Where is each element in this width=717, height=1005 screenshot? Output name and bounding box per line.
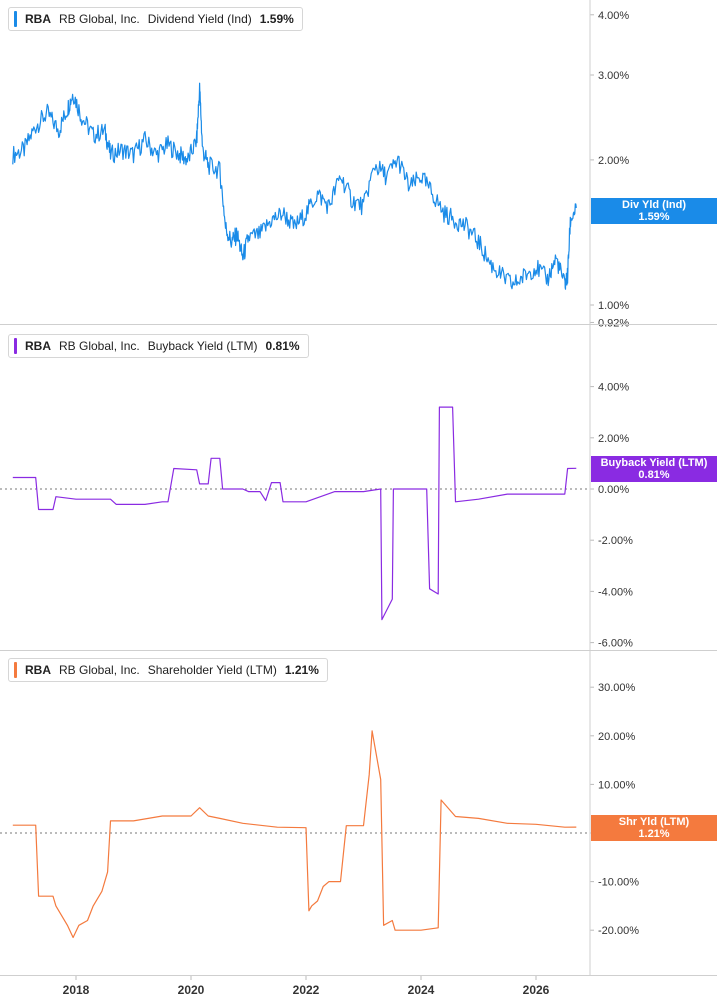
value-tag-shareholder-yield: Shr Yld (LTM) 1.21% bbox=[591, 815, 717, 841]
legend-ticker: RBA bbox=[25, 339, 51, 353]
legend-color-swatch bbox=[14, 11, 17, 27]
legend-dividend-yield[interactable]: RBA RB Global, Inc. Dividend Yield (Ind)… bbox=[8, 7, 303, 31]
y-tick-label: 2.00% bbox=[598, 433, 629, 445]
tag-label: Div Yld (Ind) bbox=[622, 199, 686, 211]
y-tick-label: -4.00% bbox=[598, 586, 633, 598]
y-tick-label: 30.00% bbox=[598, 682, 636, 694]
y-tick-label: -6.00% bbox=[598, 638, 633, 650]
x-tick-label: 2018 bbox=[63, 983, 90, 997]
legend-company: RB Global, Inc. bbox=[59, 663, 140, 677]
series-line bbox=[12, 82, 577, 290]
legend-value: 0.81% bbox=[265, 339, 300, 353]
tag-label: Buyback Yield (LTM) bbox=[600, 457, 708, 469]
legend-value: 1.21% bbox=[284, 663, 319, 677]
x-tick-label: 2022 bbox=[293, 983, 320, 997]
y-tick-label: -10.00% bbox=[598, 877, 639, 889]
y-tick-label: 4.00% bbox=[598, 10, 629, 22]
legend-ticker: RBA bbox=[25, 663, 51, 677]
tag-value: 0.81% bbox=[638, 469, 670, 481]
legend-metric: Shareholder Yield (LTM) bbox=[147, 663, 277, 677]
legend-metric: Dividend Yield (Ind) bbox=[147, 12, 252, 26]
legend-company: RB Global, Inc. bbox=[59, 339, 140, 353]
legend-ticker: RBA bbox=[25, 12, 51, 26]
legend-color-swatch bbox=[14, 338, 17, 354]
y-tick-label: 0.00% bbox=[598, 484, 629, 496]
x-tick-label: 2020 bbox=[178, 983, 205, 997]
buyback-yield-panel: 4.00% 2.00% 0.00% -2.00% -4.00% -6.00% bbox=[0, 382, 633, 650]
tag-value: 1.21% bbox=[638, 828, 670, 840]
y-tick-label: 0.92% bbox=[598, 317, 629, 329]
y-tick-label: 20.00% bbox=[598, 731, 636, 743]
y-tick-label: 1.00% bbox=[598, 300, 629, 312]
y-tick-label: -2.00% bbox=[598, 535, 633, 547]
legend-buyback-yield[interactable]: RBA RB Global, Inc. Buyback Yield (LTM) … bbox=[8, 334, 309, 358]
x-axis: 2018 2020 2022 2024 2026 bbox=[63, 975, 550, 997]
legend-shareholder-yield[interactable]: RBA RB Global, Inc. Shareholder Yield (L… bbox=[8, 658, 328, 682]
y-tick-label: -20.00% bbox=[598, 925, 639, 937]
series-line bbox=[12, 406, 577, 621]
value-tag-buyback-yield: Buyback Yield (LTM) 0.81% bbox=[591, 456, 717, 482]
value-tag-dividend-yield: Div Yld (Ind) 1.59% bbox=[591, 198, 717, 224]
series-line bbox=[12, 730, 577, 939]
legend-company: RB Global, Inc. bbox=[59, 12, 140, 26]
tag-label: Shr Yld (LTM) bbox=[618, 816, 690, 828]
legend-color-swatch bbox=[14, 662, 17, 678]
shareholder-yield-panel: 30.00%20.00%10.00%0.00%-10.00%-20.00% bbox=[0, 682, 639, 939]
x-tick-label: 2026 bbox=[523, 983, 550, 997]
y-tick-label: 10.00% bbox=[598, 779, 636, 791]
dividend-yield-panel: 4.00% 3.00% 2.00% 1.00% 0.92% bbox=[12, 10, 629, 329]
x-tick-label: 2024 bbox=[408, 983, 435, 997]
legend-metric: Buyback Yield (LTM) bbox=[147, 339, 258, 353]
y-tick-label: 4.00% bbox=[598, 382, 629, 394]
y-tick-label: 2.00% bbox=[598, 155, 629, 167]
tag-value: 1.59% bbox=[638, 211, 670, 223]
y-tick-label: 3.00% bbox=[598, 70, 629, 82]
legend-value: 1.59% bbox=[259, 12, 294, 26]
